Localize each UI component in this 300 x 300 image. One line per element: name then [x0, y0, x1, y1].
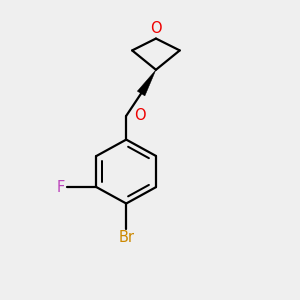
Text: O: O	[134, 108, 145, 123]
Text: F: F	[57, 180, 65, 195]
Text: O: O	[150, 21, 162, 36]
Text: Br: Br	[118, 230, 134, 245]
Polygon shape	[137, 70, 156, 96]
